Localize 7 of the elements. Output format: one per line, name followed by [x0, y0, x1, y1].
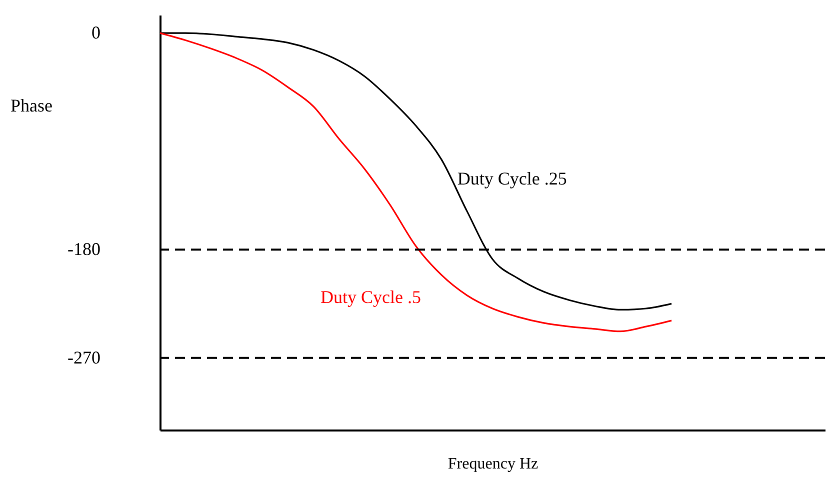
y-axis-title: Phase	[10, 96, 53, 116]
y-tick-label: 0	[92, 22, 100, 43]
x-axis-title: Frequency Hz	[448, 456, 538, 472]
series-label: Duty Cycle .25	[457, 168, 567, 188]
series-label: Duty Cycle .5	[320, 286, 422, 307]
y-tick-label: -180	[68, 239, 100, 260]
y-tick-label: -270	[68, 347, 100, 368]
